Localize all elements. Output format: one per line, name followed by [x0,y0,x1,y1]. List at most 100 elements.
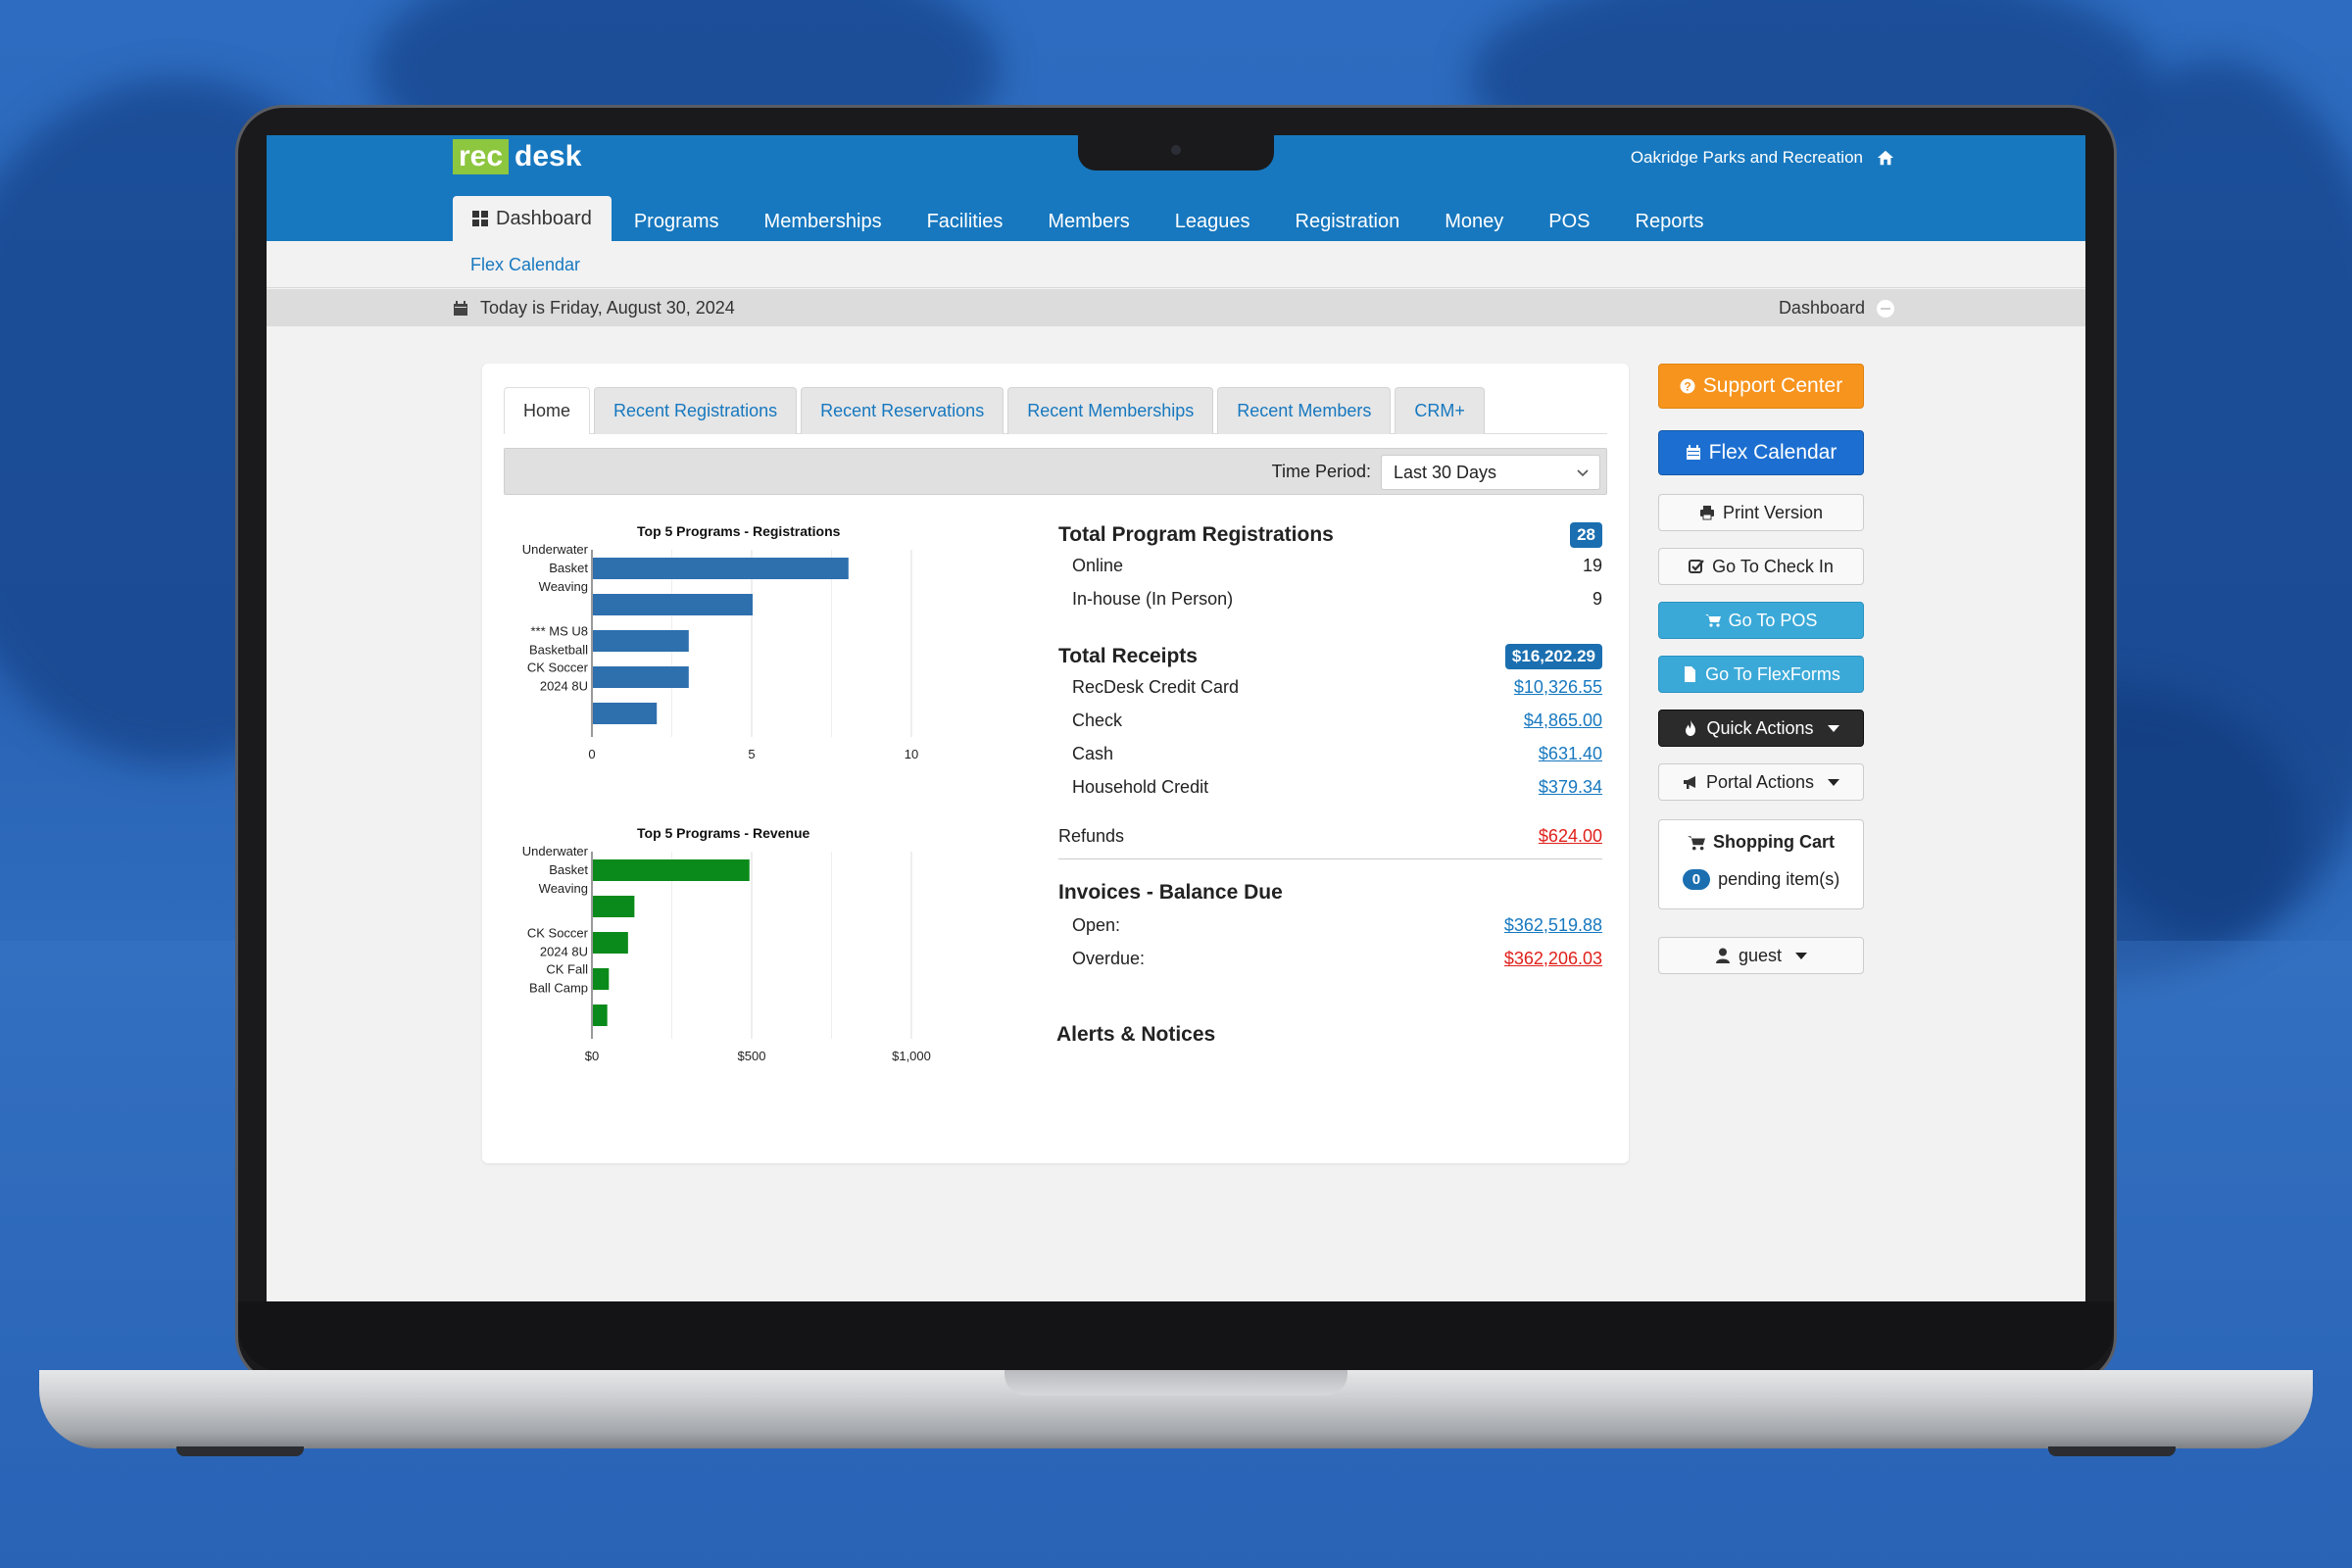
category-label: CK Soccer [527,926,589,941]
cash-value[interactable]: $631.40 [1538,744,1602,763]
chart-title: Top 5 Programs - Registrations [637,523,841,539]
calendar-icon [454,300,467,316]
open-value[interactable]: $362,519.88 [1503,915,1602,935]
category-label: 2024 8U [540,945,588,959]
caret-down-icon [1795,952,1808,959]
bar [593,859,750,881]
invoices-title: Invoices - Balance Due [1058,881,1283,904]
cart-count-badge: 0 [1682,869,1711,890]
nav-members[interactable]: Members [1048,211,1130,232]
calendar-icon [1686,445,1700,460]
divider [1058,858,1602,859]
bar [593,594,753,615]
category-label: CK Fall [546,962,588,977]
tick-label: 10 [905,747,918,761]
nav-facilities[interactable]: Facilities [926,211,1004,232]
bar [593,630,689,652]
check-square-icon [1689,560,1704,573]
tab-recent-members[interactable]: Recent Members [1217,387,1392,434]
category-label: Weaving [539,579,588,594]
total-receipts-title: Total Receipts [1058,645,1198,667]
user-menu-dropdown[interactable]: guest [1658,937,1864,974]
refunds-label: Refunds [1058,826,1125,846]
app-screen: rec desk Oakridge Parks and Recreation D… [267,135,2085,1301]
overdue-value[interactable]: $362,206.03 [1503,949,1602,968]
category-label: 2024 8U [540,679,588,694]
flex-calendar-link[interactable]: Flex Calendar [470,255,581,274]
time-period-label: Time Period: [1271,462,1371,481]
nav-leagues[interactable]: Leagues [1174,211,1250,232]
check-label: Check [1072,710,1123,730]
category-label: Basketball [529,643,588,658]
tab-home[interactable]: Home [504,387,591,434]
bar [593,1004,608,1026]
laptop-bezel [238,1301,2114,1372]
check-in-button[interactable]: Go To Check In [1658,548,1864,585]
nav-reports[interactable]: Reports [1635,211,1704,232]
registrations-chart: Top 5 Programs - Registrations 0 5 10 Underw… [522,523,918,761]
portal-actions-dropdown[interactable]: Portal Actions [1658,763,1864,801]
shopping-cart-title: Shopping Cart [1659,832,1863,853]
dashboard-panel: Home Recent Registrations Recent Reserva… [482,364,1629,1163]
tab-recent-memberships[interactable]: Recent Memberships [1007,387,1214,434]
bar [593,968,610,990]
total-registrations-title: Total Program Registrations [1058,523,1334,546]
bar [593,558,849,579]
nav-pos[interactable]: POS [1548,211,1591,232]
category-label: Weaving [539,881,588,896]
camera-icon [1171,145,1181,155]
tab-recent-reservations[interactable]: Recent Reservations [801,387,1004,434]
time-period-select[interactable]: Last 30 Days [1381,455,1600,490]
bar [593,896,635,917]
tick-label: 0 [588,747,595,761]
revenue-chart: Top 5 Programs - Revenue $0 $500 $1,000 Unde… [522,825,931,1063]
category-label: Underwater [522,542,589,557]
tab-crm[interactable]: CRM+ [1395,387,1485,434]
cash-label: Cash [1072,744,1114,763]
nav-programs[interactable]: Programs [633,211,719,232]
nav-dashboard[interactable]: Dashboard [453,196,612,241]
home-icon[interactable] [1877,149,1894,167]
nav-registration[interactable]: Registration [1295,211,1400,232]
total-registrations-badge: 28 [1570,522,1602,548]
bar [593,666,689,688]
user-icon [1715,948,1730,963]
tick-label: 5 [748,747,755,761]
category-label: CK Soccer [527,661,589,675]
open-label: Open: [1072,915,1121,935]
print-version-button[interactable]: Print Version [1658,494,1864,531]
go-to-pos-button[interactable]: Go To POS [1658,602,1864,639]
cart-pending: 0 pending item(s) [1659,869,1863,890]
minus-circle-icon[interactable] [1877,299,1894,318]
go-to-flexforms-button[interactable]: Go To FlexForms [1658,656,1864,693]
bar [593,932,628,954]
recdesk-logo[interactable]: rec desk [453,139,581,174]
caret-down-icon [1827,724,1839,732]
support-center-button[interactable]: ? Support Center [1658,364,1864,409]
inhouse-label: In-house (In Person) [1072,589,1234,609]
cart-icon [1688,835,1705,850]
overdue-label: Overdue: [1072,949,1146,968]
tab-recent-registrations[interactable]: Recent Registrations [594,387,798,434]
check-value[interactable]: $4,865.00 [1523,710,1602,730]
nav-memberships[interactable]: Memberships [763,211,882,232]
megaphone-icon [1683,776,1695,789]
organization-name[interactable]: Oakridge Parks and Recreation [1631,148,1894,168]
nav-money[interactable]: Money [1445,211,1504,232]
sub-nav: Flex Calendar [267,241,2085,288]
total-receipts-badge: $16,202.29 [1504,644,1602,669]
time-period-bar: Time Period: Last 30 Days [504,448,1607,495]
shopping-cart-box[interactable]: Shopping Cart 0 pending item(s) [1658,819,1864,909]
dashboard-icon [472,211,488,226]
chevron-down-icon [1577,469,1589,477]
caret-down-icon [1828,778,1840,786]
category-label: Basket [549,561,588,575]
household-credit-value[interactable]: $379.34 [1538,777,1602,797]
tick-label: $500 [738,1049,766,1063]
online-label: Online [1072,556,1124,575]
refunds-value[interactable]: $624.00 [1538,826,1602,846]
quick-actions-dropdown[interactable]: Quick Actions [1658,710,1864,747]
flex-calendar-button[interactable]: Flex Calendar [1658,430,1864,475]
flame-icon [1686,720,1696,736]
credit-card-value[interactable]: $10,326.55 [1513,677,1602,697]
